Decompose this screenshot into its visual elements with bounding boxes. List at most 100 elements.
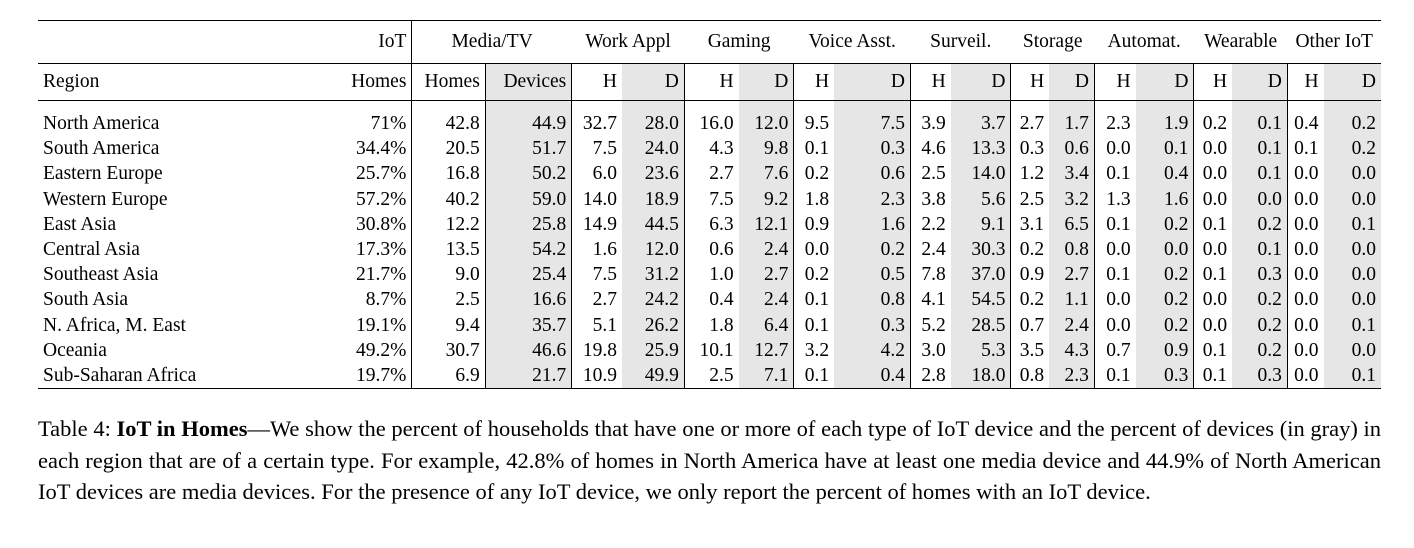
- storage-devices-cell: 4.3: [1049, 337, 1095, 364]
- wearable-devices-cell: 0.2: [1232, 312, 1288, 338]
- spacer-cell: [1323, 100, 1381, 111]
- voice-d-header: D: [834, 63, 911, 101]
- gaming-d-header: D: [738, 63, 794, 101]
- iot-homes-cell: 34.4%: [356, 138, 407, 160]
- gaming-devices-cell: 2.7: [738, 262, 794, 288]
- gaming-homes-cell: 0.6: [683, 237, 739, 263]
- work-homes-cell: 10.9: [571, 363, 622, 390]
- surveil-devices-cell: 28.5: [950, 312, 1011, 338]
- table-caption: Table 4: IoT in Homes—We show the percen…: [38, 413, 1381, 508]
- wearable-devices-cell: 0.1: [1232, 111, 1288, 137]
- voice-homes-cell: 0.2: [793, 161, 835, 187]
- iot-homes-cell: 49.2%: [356, 339, 407, 361]
- automat-devices-cell: 0.9: [1135, 337, 1194, 364]
- table-body: North America 71% 42.8 44.9 32.7 28.0 16.0 12.0…: [38, 100, 1381, 390]
- automat-devices-cell: 0.2: [1135, 312, 1194, 338]
- caption-text: —We show the percent of households that …: [38, 416, 1382, 504]
- spacer-cell: [738, 100, 794, 111]
- automat-devices-cell: 0.2: [1135, 287, 1194, 313]
- gaming-devices-cell: 9.8: [738, 136, 794, 162]
- gaming-homes-cell: 1.8: [683, 312, 739, 338]
- media-homes-cell: 30.7: [411, 337, 486, 364]
- gaming-homes-cell: 10.1: [683, 337, 739, 364]
- spacer-cell: [622, 100, 685, 111]
- table-row: Eastern Europe 25.7% 16.8 50.2 6.0 23.6 2.7 7.6…: [38, 161, 1381, 187]
- work-homes-cell: 5.1: [571, 312, 622, 338]
- voice-devices-cell: 0.6: [834, 161, 911, 187]
- work-devices-cell: 25.9: [622, 337, 685, 364]
- spacer-cell: [1193, 100, 1233, 111]
- wearable-homes-cell: 0.0: [1193, 136, 1233, 162]
- work-homes-cell: 1.6: [571, 237, 622, 263]
- storage-h-header: H: [1010, 63, 1050, 101]
- storage-d-header: D: [1049, 63, 1095, 101]
- region-header: Region: [38, 63, 288, 101]
- surveil-devices-cell: 13.3: [950, 136, 1011, 162]
- work-devices-cell: 31.2: [622, 262, 685, 288]
- automat-homes-cell: 1.3: [1093, 186, 1136, 212]
- other-homes-cell: 0.0: [1286, 287, 1324, 313]
- voice-homes-cell: 0.9: [793, 211, 835, 238]
- other-d-header: D: [1323, 63, 1381, 101]
- storage-devices-cell: 2.3: [1049, 363, 1095, 390]
- media-devices-cell: 50.2: [484, 161, 572, 187]
- voice-devices-cell: 0.3: [834, 136, 911, 162]
- region-cell: South America: [43, 138, 160, 160]
- wearable-devices-cell: 0.3: [1232, 262, 1288, 288]
- automat-devices-cell: 1.9: [1135, 111, 1194, 137]
- work-devices-cell: 49.9: [622, 363, 685, 390]
- table-row: Central Asia 17.3% 13.5 54.2 1.6 12.0 0.6 2.4 0.…: [38, 237, 1381, 263]
- media-homes-cell: 6.9: [411, 363, 486, 390]
- table-row: North America 71% 42.8 44.9 32.7 28.0 16.0 12.0…: [38, 111, 1381, 137]
- other-h-header: H: [1286, 63, 1324, 101]
- work-devices-cell: 28.0: [622, 111, 685, 137]
- automat-devices-cell: 0.3: [1135, 363, 1194, 390]
- media-homes-cell: 9.4: [411, 312, 486, 338]
- gaming-devices-cell: 7.6: [738, 161, 794, 187]
- iot-homes-header: Homes: [287, 63, 412, 101]
- wearable-devices-cell: 0.1: [1232, 161, 1288, 187]
- wearable-homes-cell: 0.1: [1193, 363, 1233, 390]
- work-devices-cell: 24.0: [622, 136, 685, 162]
- gaming-homes-cell: 2.5: [683, 363, 739, 390]
- region-cell: Western Europe: [43, 188, 168, 210]
- gaming-devices-cell: 7.1: [738, 363, 794, 390]
- work-devices-cell: 23.6: [622, 161, 685, 187]
- iot-homes-cell: 17.3%: [356, 239, 407, 261]
- storage-devices-cell: 6.5: [1049, 211, 1095, 238]
- other-homes-cell: 0.0: [1286, 262, 1324, 288]
- other-homes-cell: 0.0: [1286, 161, 1324, 187]
- region-cell: East Asia: [43, 213, 117, 235]
- voice-devices-cell: 2.3: [834, 186, 911, 212]
- work-homes-cell: 7.5: [571, 262, 622, 288]
- region-cell: N. Africa, M. East: [43, 314, 186, 336]
- surveil-devices-cell: 9.1: [950, 211, 1011, 238]
- storage-homes-cell: 2.7: [1010, 111, 1050, 137]
- surveil-homes-cell: 2.2: [909, 211, 951, 238]
- work-devices-cell: 44.5: [622, 211, 685, 238]
- surveil-devices-cell: 37.0: [950, 262, 1011, 288]
- spacer-cell: [909, 100, 951, 111]
- gaming-devices-cell: 12.0: [738, 111, 794, 137]
- voice-devices-cell: 7.5: [834, 111, 911, 137]
- table-row: N. Africa, M. East 19.1% 9.4 35.7 5.1 26.2 1.8…: [38, 312, 1381, 338]
- media-homes-header: Homes: [411, 63, 486, 101]
- wearable-devices-cell: 0.1: [1232, 237, 1288, 263]
- group-header-media: Media/TV: [411, 20, 572, 64]
- wearable-devices-cell: 0.0: [1232, 186, 1288, 212]
- voice-homes-cell: 0.1: [793, 287, 835, 313]
- surveil-homes-cell: 4.6: [909, 136, 951, 162]
- wearable-homes-cell: 0.1: [1193, 262, 1233, 288]
- spacer-cell: [793, 100, 835, 111]
- wearable-homes-cell: 0.2: [1193, 111, 1233, 137]
- wearable-devices-cell: 0.2: [1232, 287, 1288, 313]
- automat-devices-cell: 0.2: [1135, 262, 1194, 288]
- storage-devices-cell: 3.4: [1049, 161, 1095, 187]
- region-cell: Sub-Saharan Africa: [38, 363, 288, 390]
- region-cell: South Asia: [43, 289, 129, 311]
- wearable-homes-cell: 0.0: [1193, 186, 1233, 212]
- group-header-row: IoT Media/TV Work Appl Gaming Voice Asst…: [38, 20, 1381, 64]
- media-devices-cell: 44.9: [484, 111, 572, 137]
- media-homes-cell: 16.8: [411, 161, 486, 187]
- spacer-cell: [411, 100, 486, 111]
